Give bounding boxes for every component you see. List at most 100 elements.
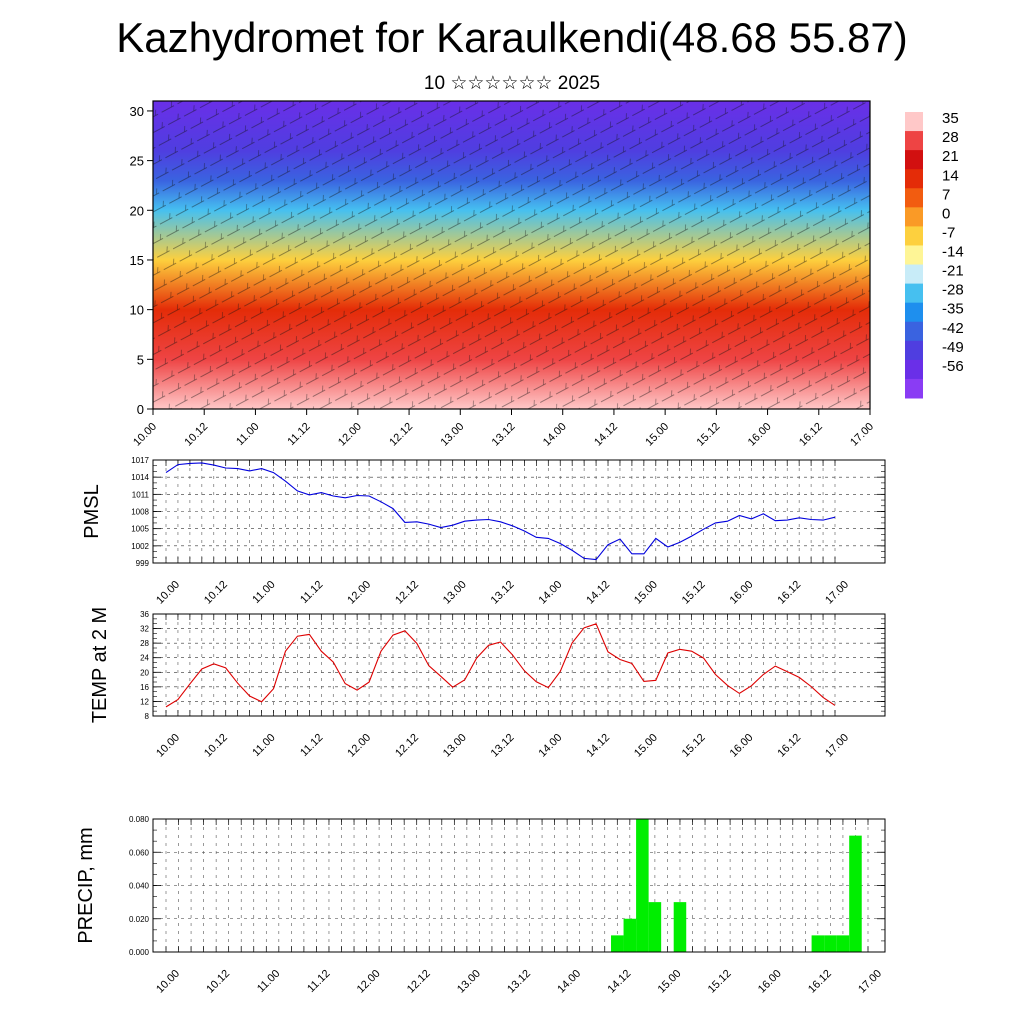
x-tick-label: 13.12: [489, 579, 517, 607]
colorbar-label: -28: [942, 282, 964, 299]
chart-subtitle: 10 ☆☆☆☆☆☆ 2025: [423, 73, 601, 94]
precip-bar: [611, 935, 624, 952]
wind-barbs-overlay: [153, 101, 870, 409]
cross-section-y-axis: 0 5 10 15 20 25 30: [130, 104, 153, 417]
precip-bar: [673, 902, 687, 952]
x-tick-label: 16.12: [775, 732, 803, 760]
x-tick-label: 11.00: [255, 968, 282, 995]
x-tick-label: 14.00: [555, 968, 583, 996]
colorbar: 35 28 21 14 7 0 -7 -14 -21 -28 -35 -42 -49 -56: [905, 110, 964, 399]
y-tick-label: 28: [140, 639, 149, 648]
temp-line-frame: [152, 613, 886, 717]
x-tick-label: 12.12: [405, 968, 433, 996]
y-axis-label: PMSL: [81, 484, 103, 538]
colorbar-block: [905, 283, 923, 304]
precip-bar: [836, 935, 850, 952]
y-tick-label: 12: [140, 697, 149, 706]
y-axis-label: TEMP at 2 M: [89, 607, 111, 723]
temp-panel: 8 12 16 20 24 28 32 36 10.00 10.12 11.00 11.12 12.00…: [89, 607, 886, 760]
x-tick-label: 16.12: [775, 579, 803, 607]
colorbar-block: [905, 264, 923, 285]
y-tick-label: 30: [130, 104, 144, 119]
cross-section-panel: 0 5 10 15 20 25 30 10.00 10.12 11.00 11.12 12.00 12…: [130, 100, 876, 449]
colorbar-blocks: [905, 112, 923, 399]
precip-bar: [849, 835, 862, 952]
x-tick-label: 14.00: [541, 421, 569, 449]
pmsl-line-frame: [152, 459, 886, 564]
x-tick-label: 11.12: [298, 579, 325, 606]
colorbar-label: 28: [942, 129, 959, 146]
colorbar-label: -14: [942, 244, 964, 261]
x-tick-label: 11.00: [250, 579, 277, 606]
x-tick-label: 14.12: [605, 968, 633, 996]
y-tick-label: 0.080: [129, 815, 150, 824]
precip-panel: 0.000 0.020 0.040 0.060 0.080 10.00 10.12 11.00…: [75, 815, 886, 996]
x-tick-label: 14.00: [536, 579, 564, 607]
x-tick-label: 14.12: [584, 732, 612, 760]
cross-section-x-axis: 10.00 10.12 11.00 11.12 12.00 12.12 13.00 13.12…: [131, 409, 876, 449]
x-tick-label: 17.00: [856, 968, 884, 996]
y-tick-label: 36: [140, 610, 149, 619]
x-tick-label: 16.00: [746, 421, 774, 449]
colorbar-block: [905, 359, 923, 380]
x-tick-label: 12.00: [345, 579, 373, 607]
colorbar-block: [905, 150, 923, 170]
colorbar-block: [905, 188, 923, 208]
x-tick-label: 11.12: [305, 968, 332, 995]
y-tick-label: 20: [140, 668, 149, 677]
colorbar-block: [905, 131, 923, 151]
x-tick-label: 16.00: [728, 579, 756, 607]
colorbar-label: -42: [942, 320, 964, 337]
precip-bar: [811, 935, 825, 952]
colorbar-block: [905, 321, 923, 342]
x-tick-label: 10.00: [154, 968, 182, 996]
y-tick-label: 8: [145, 712, 150, 721]
x-tick-label: 14.00: [536, 732, 564, 760]
x-tick-label: 15.00: [656, 968, 684, 996]
y-tick-label: 0.060: [129, 848, 150, 857]
x-tick-label: 13.12: [490, 421, 518, 449]
x-tick-label: 12.12: [387, 421, 415, 449]
x-tick-label: 10.12: [182, 421, 210, 449]
y-tick-label: 16: [140, 683, 149, 692]
x-tick-label: 17.00: [848, 421, 876, 449]
x-tick-label: 11.12: [298, 732, 325, 759]
colorbar-label: -35: [942, 301, 964, 318]
colorbar-label: -21: [942, 263, 964, 280]
precip-series-frame: [152, 818, 886, 953]
y-tick-label: 1005: [131, 525, 149, 534]
y-tick-label: 1008: [131, 508, 149, 517]
precip-bar: [648, 902, 662, 952]
precip-bar: [636, 819, 649, 952]
colorbar-label: -49: [942, 339, 964, 356]
colorbar-label: 35: [942, 110, 959, 127]
colorbar-block: [905, 169, 923, 189]
x-tick-label: 16.00: [728, 732, 756, 760]
x-tick-label: 11.00: [234, 421, 261, 448]
colorbar-block: [905, 340, 923, 361]
precip-bar: [824, 935, 837, 952]
x-tick-label: 11.12: [285, 421, 312, 448]
x-tick-label: 16.12: [806, 968, 834, 996]
x-tick-label: 17.00: [823, 579, 851, 607]
y-tick-label: 5: [137, 352, 144, 367]
chart-title: Kazhydromet for Karaulkendi(48.68 55.87): [116, 14, 908, 61]
colorbar-label: 0: [942, 205, 950, 222]
x-tick-label: 12.00: [345, 732, 373, 760]
y-tick-label: 1014: [131, 473, 149, 482]
y-tick-label: 25: [130, 154, 144, 169]
colorbar-block: [905, 226, 923, 246]
x-tick-label: 13.00: [441, 732, 469, 760]
temp-line: [165, 623, 836, 708]
colorbar-block: [905, 112, 923, 132]
y-tick-label: 0.000: [129, 948, 150, 957]
x-tick-label: 10.12: [204, 968, 232, 996]
colorbar-label: -7: [942, 224, 955, 241]
x-tick-label: 13.00: [455, 968, 483, 996]
colorbar-labels: 35 28 21 14 7 0 -7 -14 -21 -28 -35 -42 -49 -56: [942, 110, 964, 375]
x-tick-label: 12.00: [336, 421, 364, 449]
x-tick-label: 13.12: [489, 732, 517, 760]
x-tick-label: 15.12: [695, 421, 723, 449]
colorbar-label: 21: [942, 148, 959, 165]
y-tick-label: 20: [130, 203, 144, 218]
